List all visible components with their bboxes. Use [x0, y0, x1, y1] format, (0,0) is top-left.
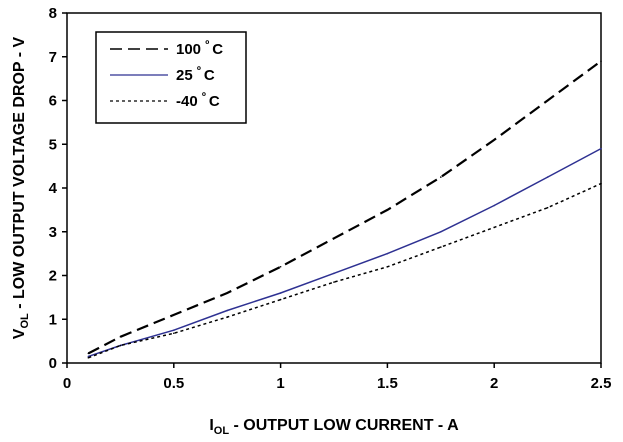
legend-unit: C: [204, 67, 215, 84]
series-1-point: [87, 355, 90, 358]
series-0-point: [119, 335, 122, 338]
y-tick-label: 4: [49, 180, 58, 197]
series-0-point: [546, 99, 549, 102]
series-2-point: [600, 182, 602, 185]
y-axis-title-sub: OL: [19, 313, 31, 329]
series-0-point: [493, 139, 496, 141]
series-2-point: [386, 265, 389, 268]
y-tick-label: 5: [49, 136, 57, 153]
x-tick-label: 2: [490, 375, 498, 392]
series-0-point: [173, 314, 175, 316]
x-axis-title-sub: OL: [214, 425, 230, 437]
series-line-2: [88, 182, 602, 359]
series-1-point: [279, 292, 282, 294]
legend-degree: º: [197, 65, 201, 77]
series-0-point: [440, 176, 442, 178]
y-axis: 0 1 2 3 4 5 6 7 8: [49, 5, 67, 372]
legend-box: [95, 31, 247, 124]
series-2-point: [87, 356, 90, 359]
legend-value: 100: [176, 41, 205, 58]
legend-unit: C: [209, 93, 220, 110]
x-tick-label: 1: [276, 375, 284, 392]
series-1-point: [600, 147, 602, 150]
x-axis-title: IOL - OUTPUT LOW CURRENT - A: [209, 417, 459, 437]
legend-degree: º: [202, 91, 206, 103]
legend-unit: C: [212, 41, 223, 58]
y-axis-title-rest: - LOW OUTPUT VOLTAGE DROP - V: [11, 36, 28, 313]
series-1-point: [440, 230, 442, 233]
series-0-point: [87, 352, 90, 355]
x-axis-title-main: I: [209, 417, 213, 434]
series-layer: [87, 60, 602, 359]
series-1-point: [493, 204, 496, 207]
series-2-point: [333, 281, 335, 283]
series-0-point: [279, 265, 282, 268]
series-2-point: [279, 298, 282, 301]
x-tick-label: 1.5: [377, 375, 398, 392]
series-2-point: [226, 316, 228, 318]
series-1-point: [546, 176, 549, 178]
y-axis-title-main: V: [11, 328, 28, 339]
x-axis: 0 0.5 1 1.5 2 2.5: [63, 363, 612, 392]
y-axis-title: VOL - LOW OUTPUT VOLTAGE DROP - V: [11, 36, 31, 339]
series-2-point: [119, 344, 122, 347]
y-tick-label: 7: [49, 49, 57, 66]
y-tick-label: 8: [49, 5, 57, 22]
series-1-point: [226, 309, 228, 312]
x-tick-label: 2.5: [591, 375, 612, 392]
y-tick-label: 1: [49, 311, 57, 328]
legend-value: -40: [176, 93, 202, 110]
series-0-point: [386, 209, 389, 211]
series-2-point: [546, 206, 549, 209]
series-0-point: [226, 292, 228, 294]
y-tick-label: 3: [49, 224, 57, 241]
series-2-point: [173, 332, 175, 335]
x-tick-label: 0.5: [163, 375, 184, 392]
series-0-point: [600, 60, 602, 62]
series-1-point: [386, 252, 389, 255]
legend-degree: º: [205, 39, 209, 51]
series-2-point: [493, 226, 496, 229]
x-tick-label: 0: [63, 375, 71, 392]
y-tick-label: 0: [49, 355, 57, 372]
series-0-point: [333, 237, 335, 240]
series-1-point: [333, 272, 335, 275]
legend-value: 25: [176, 67, 197, 84]
x-axis-title-rest: - OUTPUT LOW CURRENT - A: [229, 417, 459, 434]
y-tick-label: 2: [49, 268, 57, 285]
series-2-point: [440, 246, 442, 248]
series-1-point: [173, 329, 175, 331]
y-tick-label: 6: [49, 93, 57, 110]
